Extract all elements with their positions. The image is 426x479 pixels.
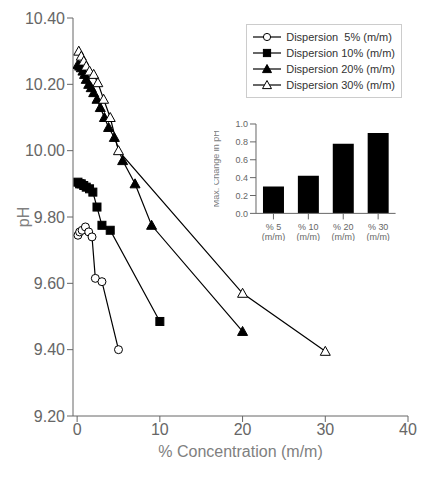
html-text:Dispersion 10% (m/m): Dispersion 10% (m/m) — [286, 47, 395, 59]
svg-text:10: 10 — [151, 421, 169, 438]
svg-text:10.00: 10.00 — [25, 142, 65, 159]
svg-text:% 20(m/m): % 20(m/m) — [331, 222, 354, 241]
svg-text:0.6: 0.6 — [235, 154, 248, 164]
svg-text:10.20: 10.20 — [25, 76, 65, 93]
svg-text:0.0: 0.0 — [235, 208, 248, 218]
svg-text:9.40: 9.40 — [34, 341, 65, 358]
svg-text:9.60: 9.60 — [34, 275, 65, 292]
svg-text:30: 30 — [316, 421, 334, 438]
svg-text:Max. Change in pH: Max. Change in pH — [214, 130, 221, 207]
svg-text:1.0: 1.0 — [235, 119, 248, 129]
html-text:Dispersion 5% (m/m): Dispersion 5% (m/m) — [286, 31, 392, 43]
html-text:Dispersion 30% (m/m): Dispersion 30% (m/m) — [286, 79, 395, 91]
svg-text:0.8: 0.8 — [235, 137, 248, 147]
svg-text:0.2: 0.2 — [235, 190, 248, 200]
svg-text:0: 0 — [73, 421, 82, 438]
svg-text:pH: pH — [15, 207, 32, 227]
svg-text:20: 20 — [234, 421, 252, 438]
svg-text:40: 40 — [399, 421, 417, 438]
svg-text:9.80: 9.80 — [34, 209, 65, 226]
html-text:Dispersion 20% (m/m): Dispersion 20% (m/m) — [286, 63, 395, 75]
svg-text:% 10(m/m): % 10(m/m) — [296, 222, 319, 241]
svg-text:% 5(m/m): % 5(m/m) — [261, 222, 284, 241]
svg-text:0.4: 0.4 — [235, 172, 248, 182]
svg-text:% 30(m/m): % 30(m/m) — [366, 222, 389, 241]
svg-text:9.20: 9.20 — [34, 408, 65, 425]
svg-text:10.40: 10.40 — [25, 10, 65, 27]
svg-text:% Concentration (m/m): % Concentration (m/m) — [158, 443, 323, 460]
